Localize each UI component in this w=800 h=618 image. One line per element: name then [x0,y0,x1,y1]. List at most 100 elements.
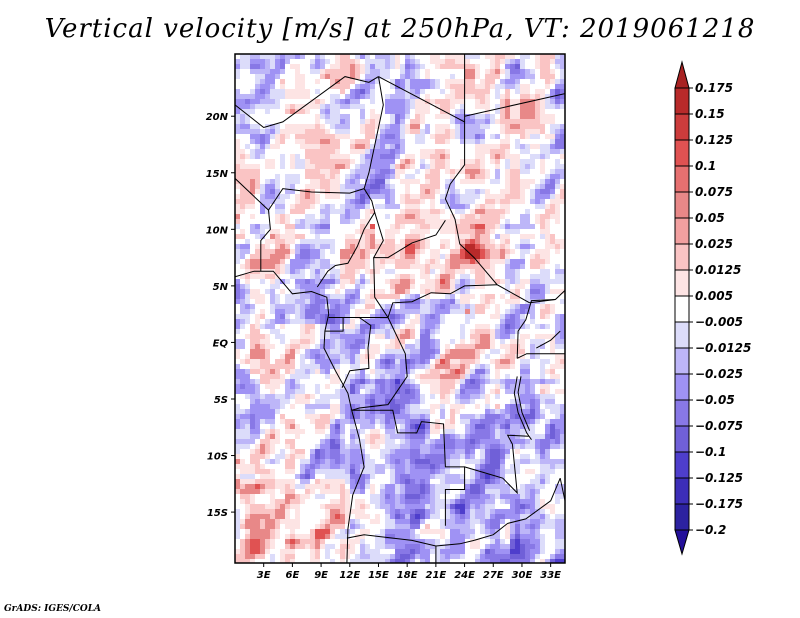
field-cell [315,404,320,409]
field-cell [545,194,550,199]
field-cell [365,264,370,269]
field-cell [245,369,250,374]
field-cell [435,359,440,364]
field-cell [465,64,470,69]
field-cell [445,124,450,129]
field-cell [375,99,380,104]
field-cell [250,169,255,174]
field-cell [525,204,530,209]
field-cell [255,319,260,324]
field-cell [465,154,470,159]
field-cell [395,79,400,84]
field-cell [505,409,510,414]
field-cell [390,104,395,109]
field-cell [275,334,280,339]
field-cell [325,109,330,114]
field-cell [400,269,405,274]
field-cell [465,304,470,309]
field-cell [410,114,415,119]
field-cell [470,229,475,234]
field-cell [410,379,415,384]
field-cell [415,99,420,104]
field-cell [480,364,485,369]
field-cell [555,169,560,174]
field-cell [320,109,325,114]
field-cell [435,369,440,374]
field-cell [375,224,380,229]
field-cell [550,244,555,249]
field-cell [515,119,520,124]
field-cell [520,174,525,179]
field-cell [325,279,330,284]
field-cell [475,244,480,249]
field-cell [335,69,340,74]
field-cell [245,309,250,314]
field-cell [355,204,360,209]
field-cell [510,334,515,339]
field-cell [375,359,380,364]
field-cell [300,204,305,209]
field-cell [405,289,410,294]
field-cell [290,139,295,144]
field-cell [250,149,255,154]
field-cell [485,409,490,414]
field-cell [495,304,500,309]
field-cell [415,279,420,284]
field-cell [560,274,565,279]
field-cell [250,284,255,289]
field-cell [430,349,435,354]
field-cell [305,274,310,279]
field-cell [290,79,295,84]
field-cell [310,199,315,204]
field-cell [245,384,250,389]
field-cell [380,124,385,129]
field-cell [455,349,460,354]
field-cell [270,329,275,334]
field-cell [475,154,480,159]
field-cell [420,129,425,134]
field-cell [485,329,490,334]
field-cell [235,179,240,184]
field-cell [330,344,335,349]
field-cell [455,284,460,289]
field-cell [280,264,285,269]
field-cell [540,359,545,364]
field-cell [465,229,470,234]
field-cell [355,139,360,144]
field-cell [385,334,390,339]
field-cell [470,279,475,284]
field-cell [410,314,415,319]
field-cell [485,349,490,354]
field-cell [435,314,440,319]
field-cell [355,109,360,114]
field-cell [505,64,510,69]
field-cell [415,294,420,299]
field-cell [265,134,270,139]
field-cell [445,389,450,394]
field-cell [560,259,565,264]
field-cell [520,179,525,184]
field-cell [330,134,335,139]
field-cell [350,304,355,309]
field-cell [460,149,465,154]
field-cell [420,344,425,349]
field-cell [545,214,550,219]
field-cell [525,69,530,74]
field-cell [295,264,300,269]
field-cell [330,119,335,124]
field-cell [290,214,295,219]
field-cell [300,309,305,314]
field-cell [345,54,350,59]
field-cell [310,154,315,159]
field-cell [340,184,345,189]
field-cell [560,334,565,339]
field-cell [465,324,470,329]
field-cell [255,359,260,364]
field-cell [330,169,335,174]
field-cell [400,139,405,144]
field-cell [395,104,400,109]
field-cell [405,329,410,334]
field-cell [525,294,530,299]
field-cell [390,349,395,354]
field-cell [330,144,335,149]
